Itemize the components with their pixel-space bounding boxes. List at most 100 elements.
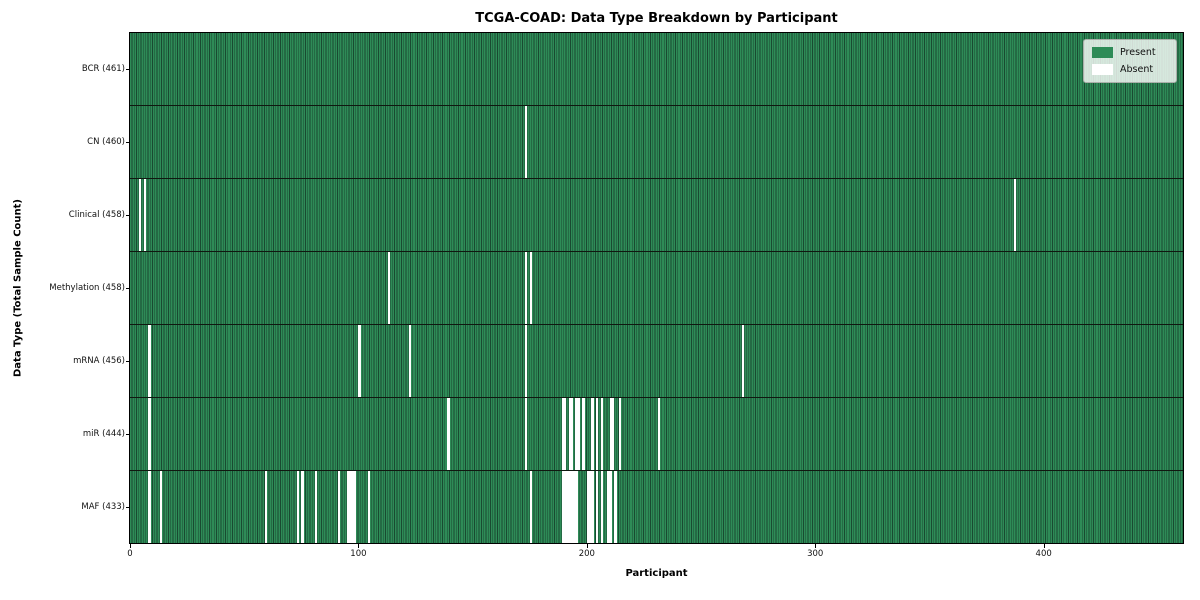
chart-title: TCGA-COAD: Data Type Breakdown by Partic… bbox=[475, 11, 838, 26]
xtick-mark bbox=[815, 544, 817, 548]
legend-item-present: Present bbox=[1092, 47, 1168, 58]
ytick-mark bbox=[126, 288, 130, 289]
ytick-label-mRNA: mRNA (456) bbox=[73, 355, 125, 366]
absent-cell bbox=[563, 470, 567, 543]
ytick-label-Clinical: Clinical (458) bbox=[68, 210, 125, 221]
heatmap-row-Methylation bbox=[130, 251, 1183, 325]
absent-cell bbox=[349, 470, 352, 543]
legend-label-present: Present bbox=[1120, 47, 1156, 58]
absent-cell bbox=[315, 470, 318, 543]
absent-cell bbox=[600, 397, 603, 471]
heatmap-row-mRNA bbox=[130, 324, 1183, 398]
absent-cell bbox=[1013, 178, 1017, 252]
heatmap-row-MAF bbox=[130, 470, 1183, 543]
ytick-mark bbox=[126, 142, 130, 144]
absent-cell bbox=[570, 470, 574, 543]
legend-swatch-present-icon bbox=[1092, 47, 1113, 58]
absent-cell bbox=[607, 470, 610, 543]
absent-cell bbox=[346, 470, 350, 543]
absent-cell bbox=[148, 324, 151, 398]
legend-swatch-absent-icon bbox=[1092, 64, 1113, 75]
absent-cell bbox=[611, 397, 615, 471]
absent-cell bbox=[529, 251, 532, 325]
absent-cell bbox=[301, 470, 304, 543]
legend-item-absent: Absent bbox=[1092, 64, 1168, 75]
xtick-mark bbox=[1043, 544, 1045, 548]
ytick-mark bbox=[126, 215, 130, 217]
xtick-label-400: 400 bbox=[1035, 549, 1052, 559]
row-separator bbox=[130, 323, 1183, 325]
absent-cell bbox=[591, 397, 594, 471]
absent-cell bbox=[618, 397, 622, 471]
absent-cell bbox=[566, 470, 569, 543]
ytick-label-CN: CN (460) bbox=[87, 137, 125, 148]
absent-cell bbox=[353, 470, 357, 543]
absent-cell bbox=[595, 470, 599, 543]
absent-cell bbox=[351, 470, 354, 543]
row-separator bbox=[130, 105, 1183, 107]
absent-cell bbox=[568, 397, 571, 471]
row-separator bbox=[130, 469, 1183, 471]
absent-cell bbox=[614, 470, 617, 543]
absent-cell bbox=[591, 470, 594, 543]
absent-cell bbox=[573, 470, 576, 543]
legend-label-absent: Absent bbox=[1120, 64, 1154, 75]
legend: Present Absent bbox=[1083, 39, 1177, 83]
absent-cell bbox=[367, 470, 370, 543]
absent-cell bbox=[586, 470, 590, 543]
absent-cell bbox=[561, 397, 564, 471]
absent-cell bbox=[264, 470, 268, 543]
absent-cell bbox=[388, 251, 391, 325]
absent-cell bbox=[337, 470, 341, 543]
heatmap-row-CN bbox=[130, 105, 1183, 179]
absent-cell bbox=[575, 397, 578, 471]
ytick-mark bbox=[126, 360, 130, 362]
absent-cell bbox=[657, 397, 660, 471]
absent-cell bbox=[408, 324, 411, 398]
x-axis-label: Participant bbox=[625, 568, 688, 579]
plot-area bbox=[130, 33, 1183, 543]
xtick-mark bbox=[358, 544, 360, 548]
xtick-mark bbox=[586, 544, 588, 548]
heatmap-row-miR bbox=[130, 397, 1183, 471]
absent-cell bbox=[600, 470, 603, 543]
absent-cell bbox=[563, 397, 567, 471]
absent-cell bbox=[742, 324, 745, 398]
absent-cell bbox=[525, 251, 528, 325]
row-separator bbox=[130, 396, 1183, 398]
xtick-label-200: 200 bbox=[578, 549, 595, 559]
ytick-mark bbox=[126, 433, 130, 435]
absent-cell bbox=[529, 470, 532, 543]
absent-cell bbox=[525, 105, 528, 179]
absent-cell bbox=[358, 324, 361, 398]
absent-cell bbox=[570, 397, 574, 471]
absent-cell bbox=[143, 178, 146, 252]
xtick-mark bbox=[130, 544, 131, 548]
absent-cell bbox=[525, 324, 528, 398]
absent-cell bbox=[561, 470, 564, 543]
ytick-label-Methylation: Methylation (458) bbox=[49, 283, 125, 293]
absent-cell bbox=[148, 397, 151, 471]
ytick-mark bbox=[126, 69, 130, 71]
ytick-label-miR: miR (444) bbox=[82, 428, 125, 439]
absent-cell bbox=[568, 470, 571, 543]
ytick-label-BCR: BCR (461) bbox=[81, 64, 125, 75]
absent-cell bbox=[582, 397, 585, 471]
row-separator bbox=[130, 251, 1183, 253]
absent-cell bbox=[148, 470, 151, 543]
absent-cell bbox=[159, 470, 162, 543]
heatmap-row-Clinical bbox=[130, 178, 1183, 252]
xtick-label-300: 300 bbox=[807, 549, 824, 559]
absent-cell bbox=[575, 470, 578, 543]
xtick-label-0: 0 bbox=[127, 549, 133, 559]
y-axis-label: Data Type (Total Sample Count) bbox=[12, 198, 24, 378]
absent-cell bbox=[447, 397, 450, 471]
absent-cell bbox=[525, 397, 528, 471]
absent-cell bbox=[589, 470, 592, 543]
row-separator bbox=[130, 178, 1183, 180]
ytick-label-MAF: MAF (433) bbox=[81, 501, 125, 512]
absent-cell bbox=[609, 470, 612, 543]
absent-cell bbox=[139, 178, 142, 252]
xtick-label-100: 100 bbox=[350, 549, 367, 559]
absent-cell bbox=[609, 397, 612, 471]
